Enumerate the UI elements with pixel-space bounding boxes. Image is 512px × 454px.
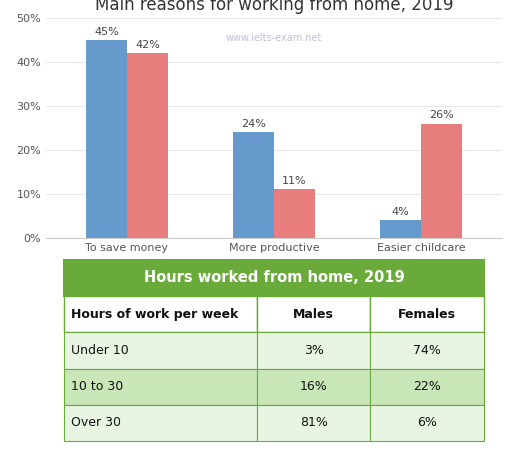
Text: 45%: 45% [94,27,119,37]
Bar [65,405,257,441]
Text: www.ielts-exam.net: www.ielts-exam.net [226,33,322,43]
Text: Females: Females [398,308,456,321]
Text: 4%: 4% [392,207,409,217]
Text: Over 30: Over 30 [71,416,121,429]
Title: Main reasons for working from home, 2019: Main reasons for working from home, 2019 [95,0,453,14]
Text: Hours of work per week: Hours of work per week [71,308,239,321]
Bar [65,332,257,369]
Text: 42%: 42% [135,40,160,50]
Bar [257,369,370,405]
Bar [86,40,127,237]
Text: 74%: 74% [413,344,441,357]
Bar [65,260,483,296]
Bar [370,296,483,332]
Bar [65,296,257,332]
Bar [65,369,257,405]
Text: Hours worked from home, 2019: Hours worked from home, 2019 [143,271,404,286]
Bar [257,296,370,332]
Bar [370,369,483,405]
Bar [421,123,462,237]
Bar [257,405,370,441]
Text: 3%: 3% [304,344,324,357]
Text: Males: Males [293,308,334,321]
Text: 10 to 30: 10 to 30 [71,380,123,393]
Text: 16%: 16% [300,380,328,393]
Legend: Males, Females: Males, Females [208,283,340,302]
Bar [127,53,168,237]
Bar [233,132,274,237]
Bar [380,220,421,237]
Text: 81%: 81% [300,416,328,429]
Bar [257,332,370,369]
Text: 6%: 6% [417,416,437,429]
Bar [274,189,315,237]
Text: 26%: 26% [429,110,454,120]
Text: 24%: 24% [241,119,266,129]
Text: 22%: 22% [413,380,441,393]
Text: 11%: 11% [282,176,307,186]
Text: Under 10: Under 10 [71,344,129,357]
Bar [370,332,483,369]
Bar [370,405,483,441]
